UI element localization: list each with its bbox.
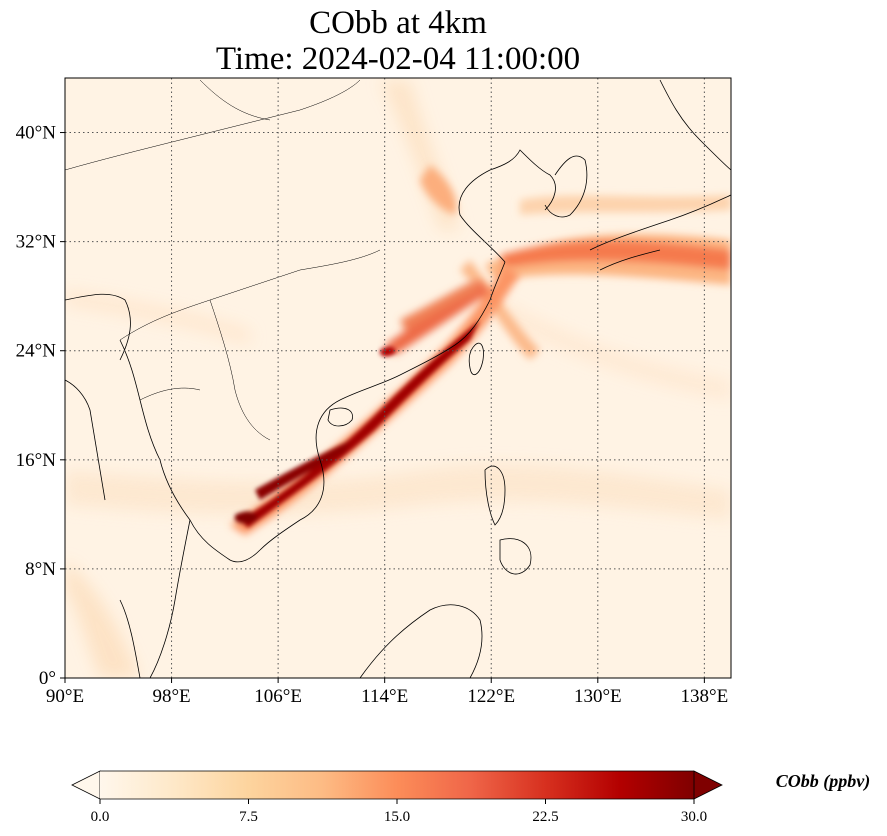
lon-tick-label: 122°E: [467, 686, 515, 707]
lon-tick-label: 98°E: [152, 686, 190, 707]
coastlines: [65, 79, 731, 678]
lon-tick-label: 138°E: [681, 686, 729, 707]
colorbar-gradient: [100, 771, 694, 799]
country-borders: [65, 79, 381, 441]
lat-tick-label: 8°N: [25, 559, 56, 580]
longitude-axis: 90°E 98°E 106°E 114°E 122°E 130°E 138°E: [46, 678, 728, 707]
colorbar-tick-label: 7.5: [239, 809, 258, 825]
map-gridlines: [65, 78, 731, 678]
lon-tick-label: 130°E: [574, 686, 622, 707]
lon-tick-label: 114°E: [361, 686, 408, 707]
map-title: CObb at 4km: [309, 5, 487, 41]
map-frame: [64, 77, 732, 679]
lat-tick-label: 24°N: [16, 341, 57, 362]
colorbar-tick-label: 15.0: [384, 809, 410, 825]
lat-tick-label: 40°N: [16, 123, 57, 144]
colorbar-tick-label: 30.0: [681, 809, 707, 825]
colorbar-ticks: 0.0 7.5 15.0 22.5 30.0: [91, 799, 707, 825]
latitude-axis: 0° 8°N 16°N 24°N 32°N 40°N: [16, 123, 65, 689]
colorbar-tick-label: 0.0: [91, 809, 110, 825]
lon-tick-label: 106°E: [254, 686, 302, 707]
concentration-field: [65, 78, 731, 678]
colorbar-extend-min: [71, 770, 101, 800]
lat-tick-label: 16°N: [16, 450, 57, 471]
colorbar-label: CObb (ppbv): [776, 771, 870, 792]
colorbar-extend-max: [693, 770, 723, 800]
colorbar-tick-label: 22.5: [532, 809, 558, 825]
lat-tick-label: 0°: [39, 668, 56, 689]
map-subtitle-time: Time: 2024-02-04 11:00:00: [215, 41, 581, 77]
colorbar: 0.0 7.5 15.0 22.5 30.0 CObb (ppbv): [71, 770, 870, 825]
lat-tick-label: 32°N: [16, 232, 57, 253]
lon-tick-label: 90°E: [46, 686, 84, 707]
